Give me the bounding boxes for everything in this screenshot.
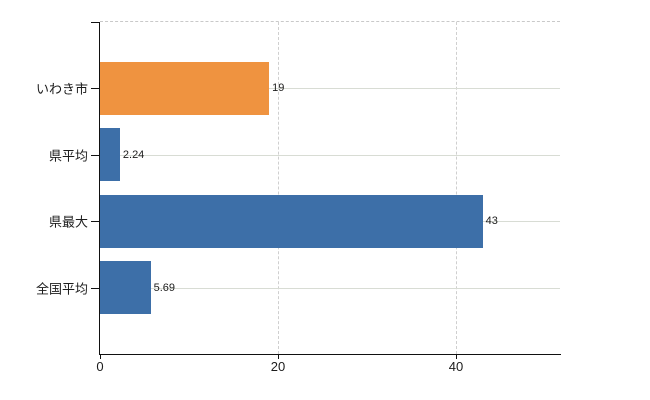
plot-area: 19 2.24 43 5.69 (100, 22, 560, 354)
bar (100, 128, 120, 181)
y-axis-tick (91, 88, 99, 89)
x-axis-tick (100, 355, 101, 359)
x-axis-tick (278, 355, 279, 359)
vertical-gridline (278, 22, 279, 354)
y-axis-tick (91, 155, 99, 156)
vertical-gridline (456, 22, 457, 354)
bar (100, 62, 270, 115)
x-axis-tick (456, 355, 457, 359)
bar (100, 195, 483, 248)
value-label: 2.24 (122, 149, 145, 161)
horizontal-gridline (100, 288, 560, 289)
x-axis-tick-label: 20 (270, 359, 286, 374)
y-axis-line (99, 22, 100, 355)
y-axis-tick (91, 288, 99, 289)
plot-top-border (100, 21, 560, 22)
y-axis-tick (91, 221, 99, 222)
x-axis-line (99, 354, 561, 355)
horizontal-gridline (100, 155, 560, 156)
y-axis-tick (91, 22, 99, 23)
category-label: 全国平均 (35, 281, 88, 297)
x-axis-tick-label: 0 (96, 359, 104, 374)
value-label: 43 (485, 215, 498, 227)
category-label: 県最大 (48, 214, 88, 230)
category-label: いわき市 (35, 81, 88, 97)
category-label: 県平均 (48, 148, 88, 164)
bar (100, 261, 151, 314)
x-axis-tick-label: 40 (448, 359, 464, 374)
value-label: 5.69 (153, 282, 176, 294)
horizontal-gridline (100, 88, 560, 89)
value-label: 19 (272, 82, 285, 94)
